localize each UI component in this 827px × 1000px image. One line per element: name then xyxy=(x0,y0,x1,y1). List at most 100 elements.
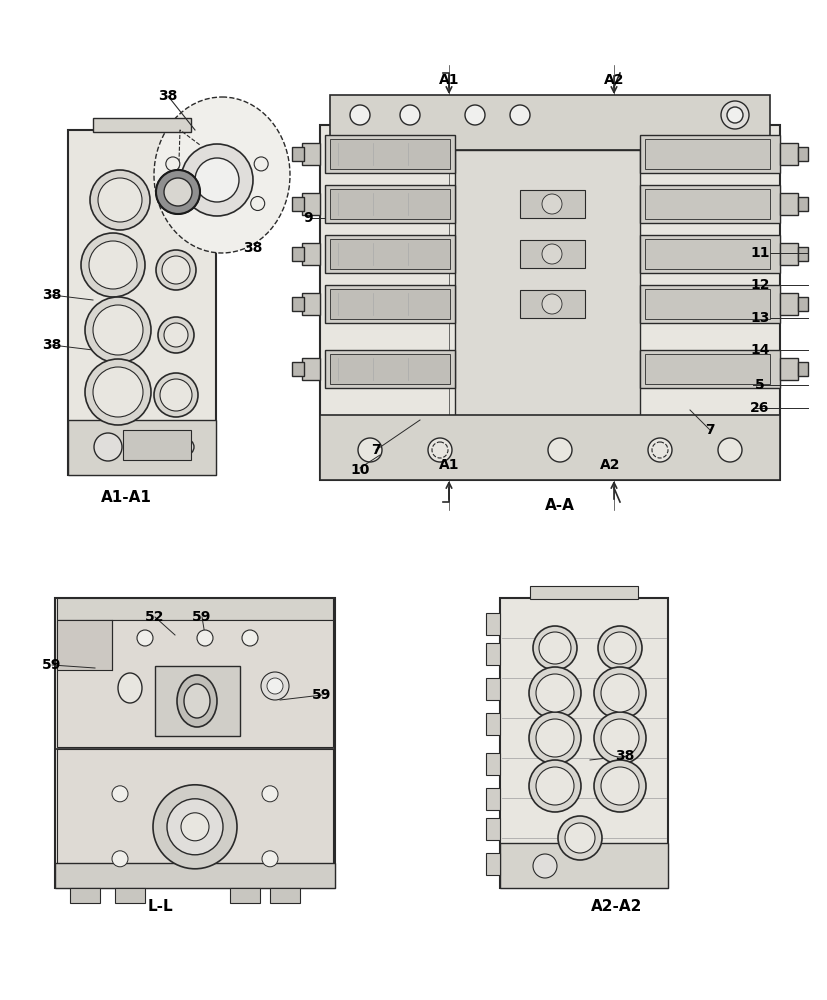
Circle shape xyxy=(726,107,742,123)
Bar xyxy=(500,598,667,888)
Text: 52: 52 xyxy=(145,610,165,624)
Circle shape xyxy=(600,767,638,805)
Text: 7: 7 xyxy=(705,423,714,437)
Text: 13: 13 xyxy=(749,311,769,325)
Bar xyxy=(779,143,797,165)
Bar xyxy=(485,788,500,810)
Bar xyxy=(779,193,797,215)
Bar xyxy=(292,362,304,376)
Circle shape xyxy=(261,786,278,802)
Bar xyxy=(70,888,100,903)
Circle shape xyxy=(593,712,645,764)
Bar xyxy=(519,240,585,268)
Bar xyxy=(330,189,449,219)
Circle shape xyxy=(195,158,239,202)
Text: A1-A1: A1-A1 xyxy=(100,489,151,504)
Bar xyxy=(292,247,304,261)
Circle shape xyxy=(164,323,188,347)
Circle shape xyxy=(564,823,595,853)
Text: 59: 59 xyxy=(192,610,212,624)
Circle shape xyxy=(557,816,601,860)
Bar xyxy=(325,285,455,323)
Bar xyxy=(797,297,807,311)
Circle shape xyxy=(261,851,278,867)
Bar xyxy=(644,239,769,269)
Bar xyxy=(57,598,332,620)
Text: 38: 38 xyxy=(42,338,62,352)
Bar xyxy=(302,193,319,215)
Circle shape xyxy=(717,438,741,462)
Bar xyxy=(93,118,191,132)
Bar xyxy=(797,147,807,161)
Bar xyxy=(485,678,500,700)
Bar xyxy=(485,613,500,635)
Circle shape xyxy=(169,196,183,211)
Circle shape xyxy=(197,630,213,646)
Circle shape xyxy=(535,674,573,712)
Text: A1: A1 xyxy=(438,458,459,472)
Circle shape xyxy=(597,626,641,670)
Circle shape xyxy=(162,176,194,208)
Bar xyxy=(292,297,304,311)
Circle shape xyxy=(112,851,128,867)
Bar xyxy=(230,888,260,903)
Bar xyxy=(330,95,769,150)
Bar xyxy=(325,350,455,388)
Circle shape xyxy=(88,241,136,289)
Circle shape xyxy=(85,297,151,363)
Text: L-L: L-L xyxy=(147,899,173,914)
Circle shape xyxy=(261,672,289,700)
Bar xyxy=(644,189,769,219)
Circle shape xyxy=(542,294,562,314)
Bar xyxy=(302,243,319,265)
Circle shape xyxy=(112,786,128,802)
Circle shape xyxy=(603,632,635,664)
Text: 38: 38 xyxy=(243,241,262,255)
Bar xyxy=(115,888,145,903)
Bar xyxy=(779,358,797,380)
Text: A2-A2: A2-A2 xyxy=(590,899,642,914)
Bar xyxy=(797,362,807,376)
Circle shape xyxy=(350,105,370,125)
Circle shape xyxy=(547,438,571,462)
Circle shape xyxy=(533,626,576,670)
Text: 12: 12 xyxy=(749,278,769,292)
Circle shape xyxy=(154,373,198,417)
Bar xyxy=(455,150,639,450)
Bar xyxy=(155,666,240,736)
Bar xyxy=(797,197,807,211)
Circle shape xyxy=(538,632,571,664)
Bar xyxy=(55,598,335,888)
Circle shape xyxy=(428,438,452,462)
Text: A-A: A-A xyxy=(544,497,574,512)
Bar xyxy=(325,185,455,223)
Circle shape xyxy=(528,760,581,812)
Bar xyxy=(55,863,335,888)
Bar xyxy=(302,143,319,165)
Bar xyxy=(644,354,769,384)
Bar xyxy=(639,235,779,273)
Text: 38: 38 xyxy=(614,749,634,763)
Text: 59: 59 xyxy=(42,658,62,672)
Circle shape xyxy=(155,170,200,214)
Circle shape xyxy=(648,438,672,462)
Circle shape xyxy=(181,144,253,216)
Circle shape xyxy=(600,719,638,757)
Circle shape xyxy=(178,439,194,455)
Text: 11: 11 xyxy=(749,246,769,260)
Ellipse shape xyxy=(177,675,217,727)
Bar xyxy=(57,620,112,670)
Bar xyxy=(57,620,332,747)
Circle shape xyxy=(93,305,143,355)
Text: A2: A2 xyxy=(603,73,624,87)
Circle shape xyxy=(90,170,150,230)
Text: 26: 26 xyxy=(749,401,769,415)
Circle shape xyxy=(94,433,122,461)
Bar xyxy=(302,293,319,315)
Circle shape xyxy=(81,233,145,297)
Bar xyxy=(485,753,500,775)
Bar xyxy=(644,289,769,319)
Circle shape xyxy=(254,157,268,171)
Bar xyxy=(319,415,779,480)
Bar xyxy=(485,643,500,665)
